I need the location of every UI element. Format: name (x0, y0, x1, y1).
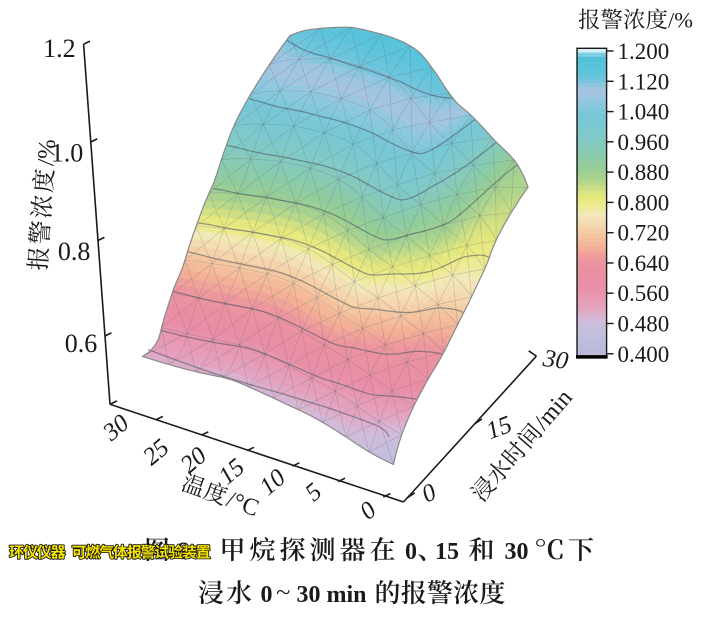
svg-text:0.960: 0.960 (618, 130, 670, 155)
svg-text:0.6: 0.6 (65, 329, 98, 358)
svg-text:0.400: 0.400 (618, 342, 670, 367)
svg-text:/%: /% (668, 8, 693, 33)
svg-text:0.800: 0.800 (618, 190, 670, 215)
svg-text:15: 15 (435, 539, 459, 565)
svg-text:0.8: 0.8 (58, 237, 91, 266)
svg-text:0.720: 0.720 (618, 221, 670, 246)
svg-text:30: 30 (540, 345, 570, 375)
svg-text:30 min: 30 min (297, 582, 367, 608)
svg-text:0.640: 0.640 (618, 251, 670, 276)
svg-text:1.040: 1.040 (618, 100, 670, 125)
svg-text:0.560: 0.560 (618, 281, 670, 306)
svg-text:1.2: 1.2 (43, 34, 76, 63)
svg-text:1.200: 1.200 (618, 39, 670, 64)
svg-text:0.880: 0.880 (618, 160, 670, 185)
svg-text:0: 0 (405, 539, 417, 565)
svg-text:1.120: 1.120 (618, 69, 670, 94)
svg-text:30: 30 (505, 539, 529, 565)
svg-text:0: 0 (261, 582, 273, 608)
svg-text:0.480: 0.480 (618, 312, 670, 337)
svg-text:/%: /% (33, 138, 61, 166)
